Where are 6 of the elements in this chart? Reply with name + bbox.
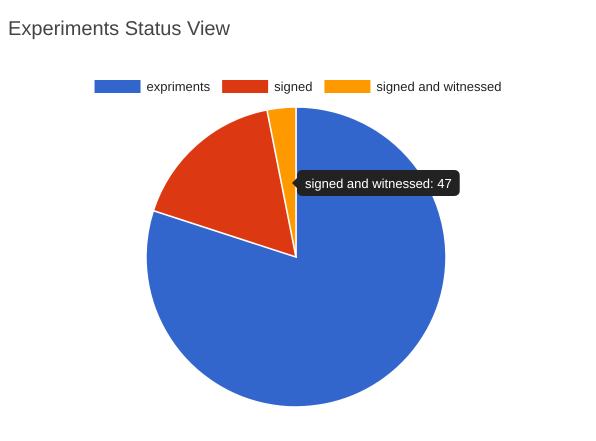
legend-label: signed — [274, 79, 312, 94]
chart-title: Experiments Status View — [8, 18, 231, 40]
pie-slice — [152, 109, 297, 258]
legend-label: expriments — [146, 79, 211, 94]
text: signed and witnessed: 47 — [305, 176, 452, 191]
legend-label: signed and witnessed — [376, 79, 502, 94]
